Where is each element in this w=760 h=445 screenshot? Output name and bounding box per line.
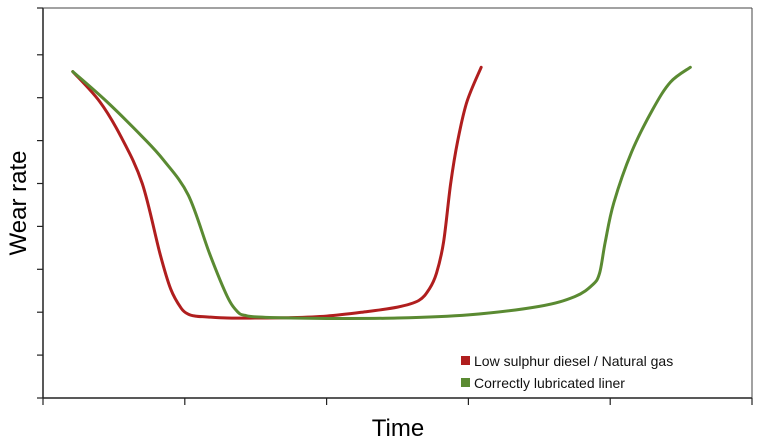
- legend-swatch-correctly-lubricated: [461, 378, 470, 387]
- legend-label-correctly-lubricated: Correctly lubricated liner: [474, 375, 625, 391]
- x-axis-title: Time: [372, 415, 424, 442]
- y-axis-title: Wear rate: [5, 151, 32, 256]
- legend-swatch-low-sulphur: [461, 356, 470, 365]
- axes: [37, 7, 753, 405]
- series-layer: [71, 65, 692, 320]
- legend: Low sulphur diesel / Natural gas Correct…: [461, 353, 673, 391]
- legend-label-low-sulphur: Low sulphur diesel / Natural gas: [474, 353, 673, 369]
- series-line-0: [71, 65, 483, 320]
- x-ticks: [42, 398, 753, 405]
- series-line-1: [71, 65, 692, 320]
- y-ticks: [37, 7, 43, 399]
